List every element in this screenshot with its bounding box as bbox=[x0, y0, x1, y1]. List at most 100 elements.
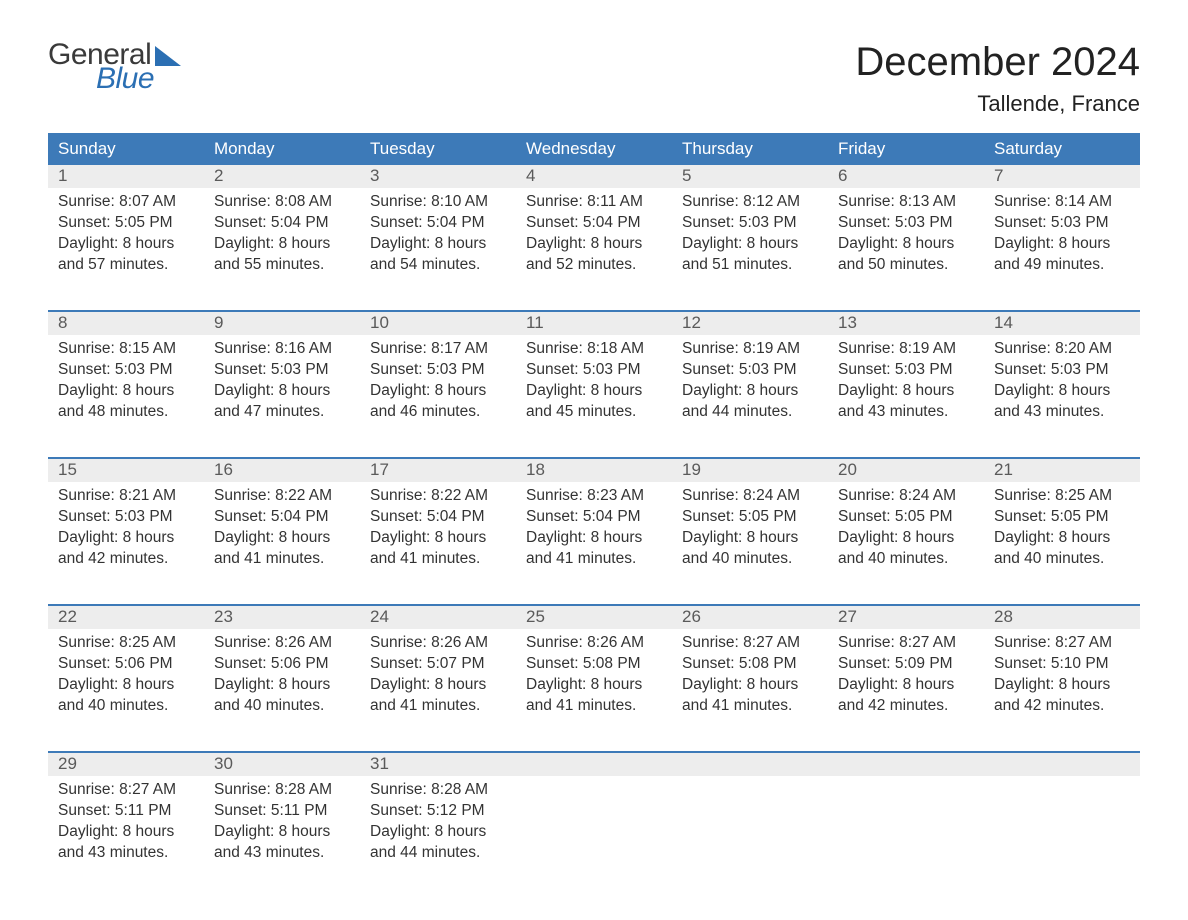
daylight-line1: Daylight: 8 hours bbox=[370, 528, 506, 549]
daylight-line1: Daylight: 8 hours bbox=[58, 234, 194, 255]
day-number bbox=[672, 753, 828, 776]
daylight-line2: and 43 minutes. bbox=[838, 402, 974, 423]
day-number: 14 bbox=[984, 312, 1140, 335]
sunset-text: Sunset: 5:11 PM bbox=[58, 801, 194, 822]
day-cell: Sunrise: 8:22 AMSunset: 5:04 PMDaylight:… bbox=[360, 482, 516, 586]
day-cell: Sunrise: 8:15 AMSunset: 5:03 PMDaylight:… bbox=[48, 335, 204, 439]
daylight-line2: and 41 minutes. bbox=[526, 549, 662, 570]
day-number: 5 bbox=[672, 165, 828, 188]
sunrise-text: Sunrise: 8:26 AM bbox=[526, 633, 662, 654]
day-number: 18 bbox=[516, 459, 672, 482]
sunset-text: Sunset: 5:06 PM bbox=[58, 654, 194, 675]
logo-sail-icon bbox=[155, 46, 181, 66]
day-cell: Sunrise: 8:18 AMSunset: 5:03 PMDaylight:… bbox=[516, 335, 672, 439]
day-number bbox=[516, 753, 672, 776]
sunset-text: Sunset: 5:03 PM bbox=[994, 213, 1130, 234]
sunrise-text: Sunrise: 8:19 AM bbox=[682, 339, 818, 360]
daynum-row: 1234567 bbox=[48, 165, 1140, 188]
daylight-line2: and 40 minutes. bbox=[994, 549, 1130, 570]
dow-saturday: Saturday bbox=[984, 133, 1140, 165]
daylight-line2: and 42 minutes. bbox=[58, 549, 194, 570]
day-number: 7 bbox=[984, 165, 1140, 188]
daylight-line1: Daylight: 8 hours bbox=[58, 528, 194, 549]
daylight-line1: Daylight: 8 hours bbox=[58, 675, 194, 696]
day-cell: Sunrise: 8:21 AMSunset: 5:03 PMDaylight:… bbox=[48, 482, 204, 586]
day-number: 6 bbox=[828, 165, 984, 188]
daylight-line1: Daylight: 8 hours bbox=[526, 234, 662, 255]
sunrise-text: Sunrise: 8:24 AM bbox=[682, 486, 818, 507]
sunset-text: Sunset: 5:05 PM bbox=[994, 507, 1130, 528]
week-row: 891011121314Sunrise: 8:15 AMSunset: 5:03… bbox=[48, 310, 1140, 439]
sunset-text: Sunset: 5:03 PM bbox=[370, 360, 506, 381]
daylight-line2: and 57 minutes. bbox=[58, 255, 194, 276]
day-cell: Sunrise: 8:20 AMSunset: 5:03 PMDaylight:… bbox=[984, 335, 1140, 439]
day-cell: Sunrise: 8:25 AMSunset: 5:05 PMDaylight:… bbox=[984, 482, 1140, 586]
weeks-container: 1234567Sunrise: 8:07 AMSunset: 5:05 PMDa… bbox=[48, 165, 1140, 880]
day-cell: Sunrise: 8:13 AMSunset: 5:03 PMDaylight:… bbox=[828, 188, 984, 292]
sunrise-text: Sunrise: 8:26 AM bbox=[214, 633, 350, 654]
sunrise-text: Sunrise: 8:27 AM bbox=[994, 633, 1130, 654]
day-cell: Sunrise: 8:27 AMSunset: 5:09 PMDaylight:… bbox=[828, 629, 984, 733]
day-cell: Sunrise: 8:28 AMSunset: 5:12 PMDaylight:… bbox=[360, 776, 516, 880]
daylight-line2: and 41 minutes. bbox=[370, 549, 506, 570]
sunset-text: Sunset: 5:03 PM bbox=[994, 360, 1130, 381]
day-cell: Sunrise: 8:19 AMSunset: 5:03 PMDaylight:… bbox=[672, 335, 828, 439]
day-cell: Sunrise: 8:16 AMSunset: 5:03 PMDaylight:… bbox=[204, 335, 360, 439]
daylight-line2: and 40 minutes. bbox=[682, 549, 818, 570]
sunset-text: Sunset: 5:07 PM bbox=[370, 654, 506, 675]
location: Tallende, France bbox=[855, 91, 1140, 117]
daylight-line1: Daylight: 8 hours bbox=[526, 381, 662, 402]
daylight-line2: and 46 minutes. bbox=[370, 402, 506, 423]
day-cell: Sunrise: 8:26 AMSunset: 5:07 PMDaylight:… bbox=[360, 629, 516, 733]
daylight-line2: and 43 minutes. bbox=[994, 402, 1130, 423]
daylight-line2: and 41 minutes. bbox=[370, 696, 506, 717]
daylight-line2: and 41 minutes. bbox=[214, 549, 350, 570]
day-number: 15 bbox=[48, 459, 204, 482]
day-of-week-header: Sunday Monday Tuesday Wednesday Thursday… bbox=[48, 133, 1140, 165]
day-number: 9 bbox=[204, 312, 360, 335]
day-cell: Sunrise: 8:12 AMSunset: 5:03 PMDaylight:… bbox=[672, 188, 828, 292]
day-cell: Sunrise: 8:28 AMSunset: 5:11 PMDaylight:… bbox=[204, 776, 360, 880]
day-cell: Sunrise: 8:24 AMSunset: 5:05 PMDaylight:… bbox=[828, 482, 984, 586]
day-number: 26 bbox=[672, 606, 828, 629]
daylight-line1: Daylight: 8 hours bbox=[58, 381, 194, 402]
daylight-line2: and 44 minutes. bbox=[682, 402, 818, 423]
sunrise-text: Sunrise: 8:23 AM bbox=[526, 486, 662, 507]
sunset-text: Sunset: 5:03 PM bbox=[838, 360, 974, 381]
day-number: 12 bbox=[672, 312, 828, 335]
day-number: 8 bbox=[48, 312, 204, 335]
daylight-line2: and 52 minutes. bbox=[526, 255, 662, 276]
sunrise-text: Sunrise: 8:10 AM bbox=[370, 192, 506, 213]
sunrise-text: Sunrise: 8:22 AM bbox=[370, 486, 506, 507]
daylight-line1: Daylight: 8 hours bbox=[994, 234, 1130, 255]
sunset-text: Sunset: 5:03 PM bbox=[214, 360, 350, 381]
sunset-text: Sunset: 5:10 PM bbox=[994, 654, 1130, 675]
daylight-line1: Daylight: 8 hours bbox=[214, 675, 350, 696]
daylight-line1: Daylight: 8 hours bbox=[682, 381, 818, 402]
daylight-line1: Daylight: 8 hours bbox=[214, 381, 350, 402]
day-cell: Sunrise: 8:14 AMSunset: 5:03 PMDaylight:… bbox=[984, 188, 1140, 292]
day-cell: Sunrise: 8:27 AMSunset: 5:08 PMDaylight:… bbox=[672, 629, 828, 733]
dow-friday: Friday bbox=[828, 133, 984, 165]
daylight-line2: and 41 minutes. bbox=[682, 696, 818, 717]
daylight-line1: Daylight: 8 hours bbox=[994, 675, 1130, 696]
daylight-line2: and 43 minutes. bbox=[214, 843, 350, 864]
daylight-line1: Daylight: 8 hours bbox=[526, 528, 662, 549]
daylight-line1: Daylight: 8 hours bbox=[838, 234, 974, 255]
day-cell bbox=[828, 776, 984, 880]
sunrise-text: Sunrise: 8:15 AM bbox=[58, 339, 194, 360]
daylight-line1: Daylight: 8 hours bbox=[682, 234, 818, 255]
daylight-line1: Daylight: 8 hours bbox=[838, 528, 974, 549]
sunrise-text: Sunrise: 8:27 AM bbox=[682, 633, 818, 654]
day-number bbox=[828, 753, 984, 776]
day-cell: Sunrise: 8:27 AMSunset: 5:11 PMDaylight:… bbox=[48, 776, 204, 880]
daylight-line2: and 49 minutes. bbox=[994, 255, 1130, 276]
dow-wednesday: Wednesday bbox=[516, 133, 672, 165]
daylight-line1: Daylight: 8 hours bbox=[994, 381, 1130, 402]
sunset-text: Sunset: 5:08 PM bbox=[682, 654, 818, 675]
daylight-line1: Daylight: 8 hours bbox=[526, 675, 662, 696]
sunrise-text: Sunrise: 8:28 AM bbox=[214, 780, 350, 801]
day-number: 20 bbox=[828, 459, 984, 482]
day-number: 16 bbox=[204, 459, 360, 482]
sunrise-text: Sunrise: 8:25 AM bbox=[994, 486, 1130, 507]
